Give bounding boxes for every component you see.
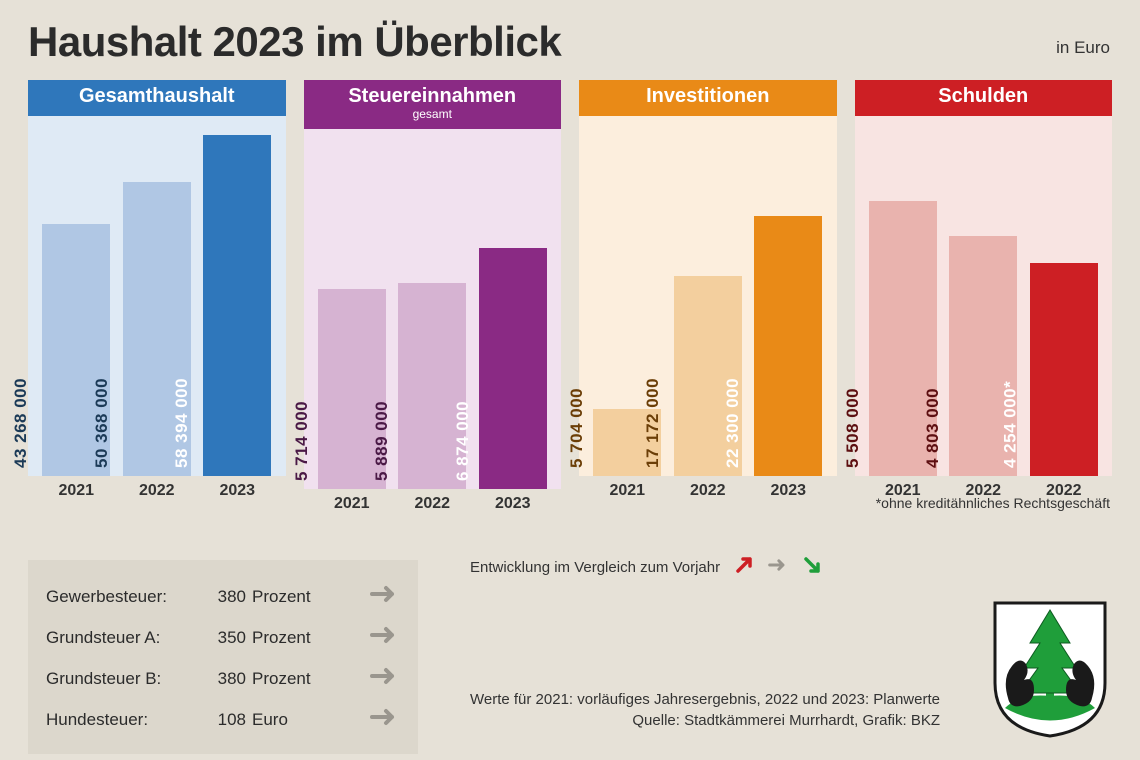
source-line1: Werte für 2021: vorläufiges Jahresergebn… [470,689,940,711]
tax-row: Gewerbesteuer: 380 Prozent [46,576,400,617]
year-label: 2023 [197,482,278,500]
tax-row: Hundesteuer: 108 Euro [46,699,400,740]
bar-value-label: 17 172 000 [643,378,663,468]
panel-body: 5 714 000 5 889 000 6 874 000 [304,129,562,489]
chart-footnote: *ohne kreditähnliches Rechtsgeschäft [876,495,1110,511]
panel-title: Schulden [938,85,1028,107]
panel-header: Gesamthaushalt [28,80,286,116]
bar-value-label: 6 874 000 [453,400,473,480]
panel-gesamthaushalt: Gesamthaushalt 43 268 000 50 368 000 58 … [28,80,286,513]
panel-header: Investitionen [579,80,837,116]
tax-unit: Prozent [246,669,326,689]
tax-value: 350 [196,628,246,648]
year-label: 2023 [748,482,829,500]
trend-flat-icon [326,584,400,609]
bar-value-label: 4 803 000 [923,388,943,468]
legend-text: Entwicklung im Vergleich zum Vorjahr [470,559,720,576]
page-title: Haushalt 2023 im Überblick [28,18,561,66]
panel-title: Gesamthaushalt [79,85,235,107]
year-label: 2022 [668,482,749,500]
bar: 6 874 000 [479,248,547,489]
year-label: 2023 [473,495,554,513]
tax-value: 108 [196,710,246,730]
panel-subtitle: gesamt [308,108,558,121]
bar-value-label: 5 714 000 [292,400,312,480]
tax-unit: Prozent [246,587,326,607]
tax-row: Grundsteuer B: 380 Prozent [46,658,400,699]
tax-unit: Prozent [246,628,326,648]
tax-name: Hundesteuer: [46,710,196,730]
source-credits: Werte für 2021: vorläufiges Jahresergebn… [470,689,940,733]
bar-value-label: 5 889 000 [372,400,392,480]
tax-name: Grundsteuer B: [46,669,196,689]
trend-flat-icon [326,625,400,650]
year-label: 2022 [117,482,198,500]
trend-legend: Entwicklung im Vergleich zum Vorjahr [470,555,822,579]
year-row: 2021 2022 2023 [28,476,286,500]
year-row: 2021 2022 2023 [304,489,562,513]
panel-title: Investitionen [646,85,769,107]
panel-investitionen: Investitionen 5 704 000 17 172 000 22 30… [579,80,837,513]
bar-value-label: 22 300 000 [723,378,743,468]
unit-label: in Euro [1056,38,1110,58]
bar-value-label: 5 704 000 [567,388,587,468]
bar: 4 254 000* [1030,263,1098,476]
bar: 22 300 000 [754,216,822,476]
trend-down-icon [802,555,822,579]
bar-value-label: 4 254 000* [1000,381,1020,468]
year-label: 2022 [392,495,473,513]
tax-name: Gewerbesteuer: [46,587,196,607]
year-row: 2021 2022 2023 [579,476,837,500]
year-label: 2021 [587,482,668,500]
tax-value: 380 [196,669,246,689]
trend-flat-icon [326,666,400,691]
municipal-crest-icon [990,598,1110,738]
trend-flat-icon [768,555,788,579]
bar-col: 4 254 000* [1024,263,1105,476]
panel-body: 5 508 000 4 803 000 4 254 000* [855,116,1113,476]
year-label: 2021 [36,482,117,500]
bar: 58 394 000 [203,135,271,476]
source-line2: Quelle: Stadtkämmerei Murrhardt, Grafik:… [470,710,940,732]
tax-unit: Euro [246,710,326,730]
bar-value-label: 5 508 000 [843,388,863,468]
year-label: 2021 [312,495,393,513]
bar-value-label: 58 394 000 [172,378,192,468]
panel-body: 5 704 000 17 172 000 22 300 000 [579,116,837,476]
trend-flat-icon [326,707,400,732]
panel-header: Steuereinnahmen gesamt [304,80,562,129]
panels-row: Gesamthaushalt 43 268 000 50 368 000 58 … [28,80,1112,513]
trend-up-icon [734,555,754,579]
tax-rates-box: Gewerbesteuer: 380 Prozent Grundsteuer A… [28,560,418,754]
panel-title: Steuereinnahmen [348,85,516,107]
panel-header: Schulden [855,80,1113,116]
tax-value: 380 [196,587,246,607]
tax-row: Grundsteuer A: 350 Prozent [46,617,400,658]
tax-name: Grundsteuer A: [46,628,196,648]
panel-body: 43 268 000 50 368 000 58 394 000 [28,116,286,476]
bar-value-label: 43 268 000 [11,378,31,468]
bar-col: 6 874 000 [473,248,554,489]
bar-col: 22 300 000 [748,216,829,476]
bar-col: 58 394 000 [197,135,278,476]
panel-schulden: Schulden 5 508 000 4 803 000 4 254 000* … [855,80,1113,513]
panel-steuereinnahmen: Steuereinnahmen gesamt 5 714 000 5 889 0… [304,80,562,513]
bar-value-label: 50 368 000 [92,378,112,468]
